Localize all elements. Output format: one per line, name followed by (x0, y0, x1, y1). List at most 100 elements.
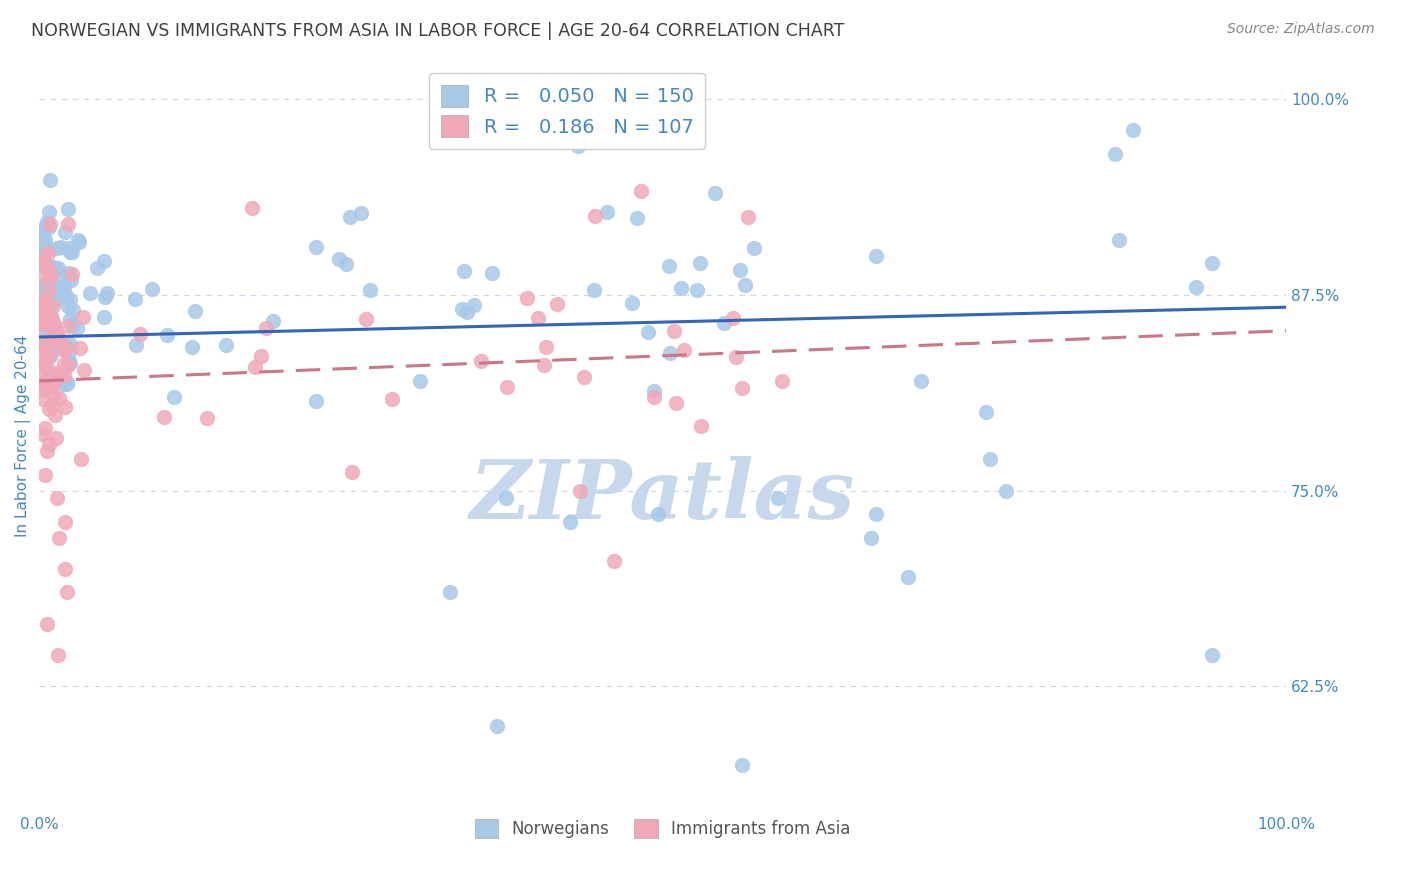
Point (31, 238, 53, 252)
Point (568, 483, 591, 498)
Point (51, 368, 73, 382)
Point (124, 292, 146, 306)
Point (44, 261, 66, 276)
Point (38, 436, 60, 450)
Point (637, 326, 659, 340)
Point (56, 585, 79, 599)
Point (39, 340, 62, 354)
Point (32, 392, 55, 407)
Point (32, 285, 55, 300)
Point (45, 432, 67, 446)
Point (46, 260, 69, 275)
Text: Source: ZipAtlas.com: Source: ZipAtlas.com (1227, 22, 1375, 37)
Text: NORWEGIAN VS IMMIGRANTS FROM ASIA IN LABOR FORCE | AGE 20-64 CORRELATION CHART: NORWEGIAN VS IMMIGRANTS FROM ASIA IN LAB… (31, 22, 845, 40)
Point (93, 310, 115, 324)
Point (49, 240, 72, 254)
Point (689, 256, 711, 270)
Point (664, 324, 686, 338)
Point (686, 283, 709, 297)
Point (34, 310, 56, 325)
Point (546, 297, 568, 311)
Point (730, 380, 752, 394)
Point (728, 262, 751, 277)
Point (453, 264, 475, 278)
Point (156, 327, 179, 342)
Point (94, 290, 117, 304)
Point (737, 210, 759, 224)
Point (463, 298, 485, 312)
Point (669, 280, 692, 294)
Point (643, 391, 665, 405)
Point (39, 380, 62, 394)
Point (46, 291, 69, 305)
Point (451, 302, 474, 317)
Point (35, 242, 58, 256)
Point (28, 348, 51, 362)
Point (1184, 280, 1206, 294)
Point (897, 570, 920, 584)
Legend: Norwegians, Immigrants from Asia: Norwegians, Immigrants from Asia (468, 813, 858, 845)
Point (49, 287, 72, 301)
Point (28, 290, 51, 304)
Point (53, 343, 76, 357)
Point (38, 368, 60, 382)
Point (45, 491, 67, 506)
Point (59, 311, 82, 326)
Point (48, 392, 70, 406)
Point (60, 244, 83, 259)
Point (56, 299, 79, 313)
Point (58, 202, 80, 216)
Point (56, 318, 79, 333)
Point (49, 284, 72, 298)
Point (658, 345, 681, 359)
Text: ZIPatlas: ZIPatlas (470, 456, 855, 536)
Point (35, 346, 58, 360)
Point (32, 230, 55, 244)
Point (37, 316, 59, 330)
Point (262, 314, 284, 328)
Point (516, 291, 538, 305)
Point (1104, 146, 1126, 161)
Point (30, 315, 52, 329)
Point (181, 341, 204, 355)
Point (32, 309, 55, 323)
Point (31, 376, 53, 391)
Point (58, 345, 80, 359)
Point (53, 225, 76, 239)
Point (153, 410, 176, 425)
Point (456, 305, 478, 319)
Point (602, 554, 624, 568)
Point (32, 285, 55, 299)
Point (31, 269, 53, 284)
Point (626, 211, 648, 226)
Point (359, 283, 381, 297)
Point (31, 308, 53, 322)
Point (38, 205, 60, 219)
Point (354, 312, 377, 326)
Point (38, 402, 60, 417)
Point (125, 338, 148, 352)
Point (59, 356, 82, 370)
Point (32, 358, 55, 372)
Point (53, 515, 76, 529)
Point (52, 377, 75, 392)
Point (35, 277, 58, 291)
Point (39, 217, 62, 231)
Point (62, 303, 84, 318)
Point (66, 233, 89, 247)
Point (44, 322, 66, 336)
Point (339, 211, 361, 225)
Point (60, 267, 83, 281)
Point (32, 294, 55, 309)
Point (381, 392, 404, 406)
Point (56, 375, 79, 389)
Point (42, 388, 65, 402)
Point (35, 443, 58, 458)
Point (690, 419, 713, 434)
Point (994, 483, 1017, 498)
Point (31, 376, 53, 391)
Point (39, 277, 62, 292)
Point (734, 277, 756, 292)
Point (974, 405, 997, 419)
Point (56, 340, 79, 354)
